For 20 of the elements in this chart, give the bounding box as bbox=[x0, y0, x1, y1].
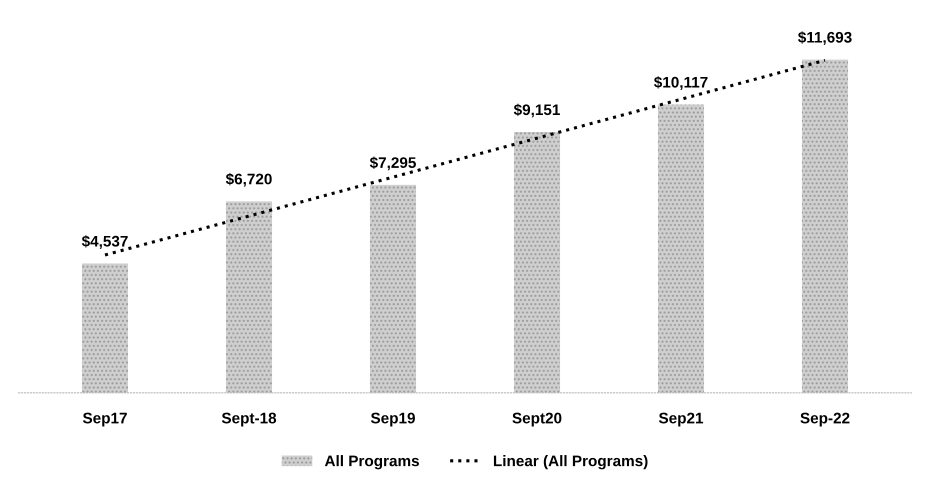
legend-label: Linear (All Programs) bbox=[494, 455, 648, 470]
x-tick-label: Sep17 bbox=[82, 412, 127, 426]
x-tick-label: Sept-18 bbox=[222, 412, 276, 426]
bar bbox=[226, 201, 272, 393]
data-label: $6,720 bbox=[226, 172, 272, 187]
bar bbox=[802, 60, 848, 393]
data-label: $10,117 bbox=[654, 76, 708, 90]
x-tick-label: Sept20 bbox=[512, 412, 562, 426]
bar bbox=[658, 104, 704, 393]
data-label: $7,295 bbox=[370, 156, 416, 170]
data-label: $9,151 bbox=[514, 104, 560, 118]
x-tick-label: Sep-22 bbox=[800, 412, 850, 426]
data-label: $4,537 bbox=[82, 235, 128, 249]
data-label: $11,693 bbox=[798, 31, 852, 45]
x-tick-label: Sep21 bbox=[658, 412, 704, 426]
x-tick-label: Sep19 bbox=[370, 412, 415, 426]
legend-label: All Programs bbox=[324, 455, 419, 470]
bar bbox=[514, 132, 560, 393]
bar bbox=[370, 184, 416, 393]
bar bbox=[82, 264, 128, 393]
